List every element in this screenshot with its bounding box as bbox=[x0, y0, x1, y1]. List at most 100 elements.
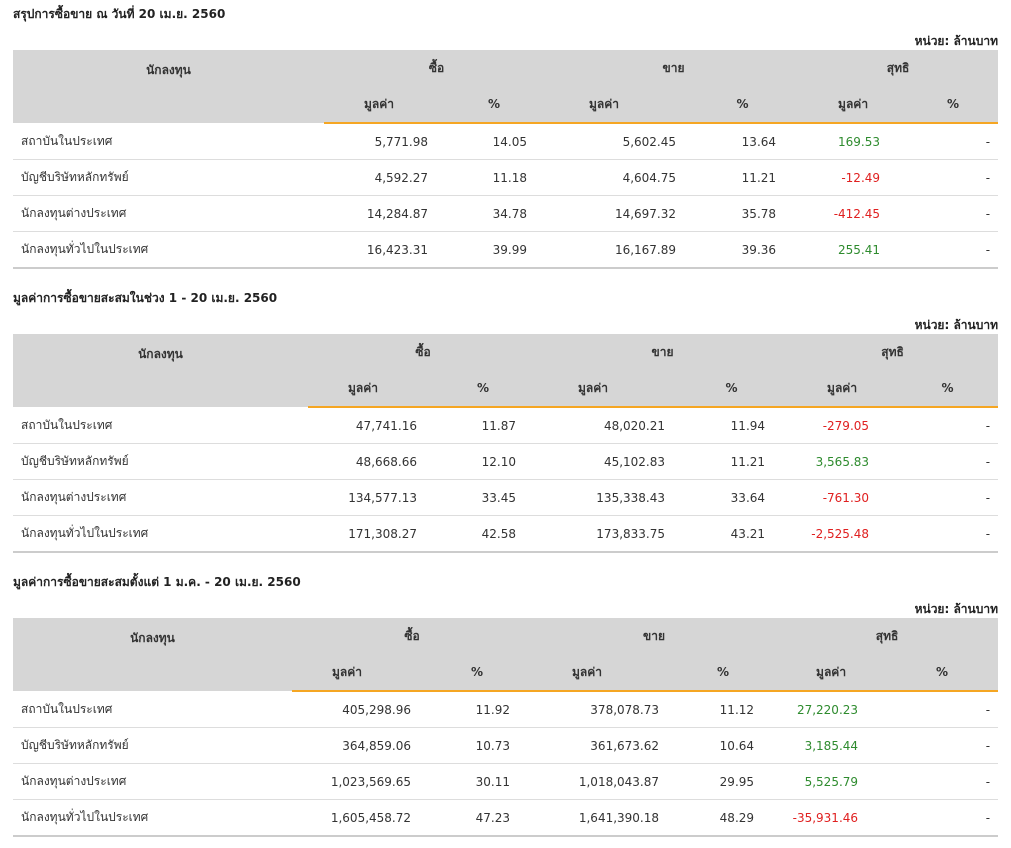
buy-percent: 47.23 bbox=[422, 799, 533, 837]
investor-name: นักลงทุนทั่วไปในประเทศ bbox=[13, 799, 292, 837]
percent-column-header: % bbox=[886, 654, 999, 692]
percent-column-header: % bbox=[687, 86, 799, 124]
sell-percent: 39.36 bbox=[687, 231, 799, 269]
header-row-columns: มูลค่า% มูลค่า% มูลค่า% bbox=[13, 370, 999, 408]
investor-header: นักลงทุน bbox=[13, 334, 308, 407]
buy-percent: 42.58 bbox=[428, 515, 539, 553]
net-value: 3,185.44 bbox=[776, 727, 887, 764]
net-percent: - bbox=[897, 407, 999, 444]
net-percent: - bbox=[908, 195, 999, 232]
sell-value: 5,602.45 bbox=[549, 123, 688, 160]
net-value: -279.05 bbox=[787, 407, 898, 444]
buy-percent: 12.10 bbox=[428, 443, 539, 480]
sell-value: 1,641,390.18 bbox=[532, 799, 671, 837]
section-title: มูลค่าการซื้อขายสะสมในช่วง 1 - 20 เม.ย. … bbox=[13, 291, 278, 305]
percent-column-header: % bbox=[422, 654, 533, 692]
buy-percent: 11.18 bbox=[439, 159, 550, 196]
unit-label: หน่วย: ล้านบาท bbox=[914, 34, 998, 48]
buy-value: 16,423.31 bbox=[324, 231, 439, 269]
buy-value: 171,308.27 bbox=[308, 515, 428, 553]
buy-header: ซื้อ bbox=[292, 618, 533, 654]
sell-value: 378,078.73 bbox=[532, 691, 671, 728]
investor-name: สถาบันในประเทศ bbox=[13, 407, 308, 444]
investor-name: นักลงทุนต่างประเทศ bbox=[13, 763, 292, 800]
buy-value: 5,771.98 bbox=[324, 123, 439, 160]
summary-table: นักลงทุน ซื้อ ขาย สุทธิ มูลค่า% มูลค่า% มูลค่า… bbox=[13, 50, 999, 269]
header-row-groups: นักลงทุน ซื้อ ขาย สุทธิ bbox=[13, 50, 999, 123]
investor-header: นักลงทุน bbox=[13, 50, 324, 123]
investor-name: นักลงทุนทั่วไปในประเทศ bbox=[13, 231, 324, 269]
buy-value: 1,023,569.65 bbox=[292, 763, 422, 800]
percent-column-header: % bbox=[428, 370, 539, 408]
table-row: นักลงทุนต่างประเทศ 1,023,569.65 30.11 1,018… bbox=[13, 763, 999, 800]
sell-header: ขาย bbox=[538, 334, 788, 370]
percent-column-header: % bbox=[908, 86, 999, 124]
percent-column-header: % bbox=[676, 370, 788, 408]
buy-percent: 10.73 bbox=[422, 727, 533, 764]
sell-value: 361,673.62 bbox=[532, 727, 671, 764]
net-value: 255.41 bbox=[798, 231, 909, 269]
value-column-header: มูลค่า bbox=[538, 370, 677, 408]
buy-percent: 11.92 bbox=[422, 691, 533, 728]
sell-percent: 43.21 bbox=[676, 515, 788, 553]
sell-percent: 29.95 bbox=[670, 763, 777, 800]
net-percent: - bbox=[908, 231, 999, 269]
net-percent: - bbox=[908, 123, 999, 160]
value-column-header: มูลค่า bbox=[292, 654, 422, 692]
sell-value: 4,604.75 bbox=[549, 159, 688, 196]
buy-value: 14,284.87 bbox=[324, 195, 439, 232]
net-percent: - bbox=[908, 159, 999, 196]
investor-name: สถาบันในประเทศ bbox=[13, 691, 292, 728]
net-value: 27,220.23 bbox=[776, 691, 887, 728]
table-row: สถาบันในประเทศ 5,771.98 14.05 5,602.45 13.64… bbox=[13, 123, 999, 160]
table-row: นักลงทุนทั่วไปในประเทศ 1,605,458.72 47.23 1… bbox=[13, 799, 999, 837]
sell-value: 135,338.43 bbox=[538, 479, 677, 516]
buy-percent: 30.11 bbox=[422, 763, 533, 800]
buy-percent: 14.05 bbox=[439, 123, 550, 160]
table-row: นักลงทุนต่างประเทศ 14,284.87 34.78 14,697.3… bbox=[13, 195, 999, 232]
sell-value: 14,697.32 bbox=[549, 195, 688, 232]
net-value: 169.53 bbox=[798, 123, 909, 160]
sell-value: 48,020.21 bbox=[538, 407, 677, 444]
buy-value: 48,668.66 bbox=[308, 443, 428, 480]
header-row-groups: นักลงทุน ซื้อ ขาย สุทธิ bbox=[13, 618, 999, 691]
buy-header: ซื้อ bbox=[308, 334, 539, 370]
sell-header: ขาย bbox=[532, 618, 777, 654]
net-value: -35,931.46 bbox=[776, 799, 887, 837]
investor-name: บัญชีบริษัทหลักทรัพย์ bbox=[13, 727, 292, 764]
sell-header: ขาย bbox=[549, 50, 799, 86]
table-row: นักลงทุนต่างประเทศ 134,577.13 33.45 135,338… bbox=[13, 479, 999, 516]
net-value: -12.49 bbox=[798, 159, 909, 196]
table-row: บัญชีบริษัทหลักทรัพย์ 4,592.27 11.18 4,604.… bbox=[13, 159, 999, 196]
buy-header: ซื้อ bbox=[324, 50, 550, 86]
table-row: บัญชีบริษัทหลักทรัพย์ 48,668.66 12.10 45,10… bbox=[13, 443, 999, 480]
section-2: มูลค่าการซื้อขายสะสมในช่วง 1 - 20 เม.ย. … bbox=[13, 289, 999, 559]
sell-percent: 10.64 bbox=[670, 727, 777, 764]
investor-header: นักลงทุน bbox=[13, 618, 292, 691]
value-column-header: มูลค่า bbox=[549, 86, 688, 124]
net-value: 3,565.83 bbox=[787, 443, 898, 480]
investor-name: บัญชีบริษัทหลักทรัพย์ bbox=[13, 443, 308, 480]
investor-name: นักลงทุนต่างประเทศ bbox=[13, 479, 308, 516]
net-percent: - bbox=[897, 479, 999, 516]
buy-value: 1,605,458.72 bbox=[292, 799, 422, 837]
net-percent: - bbox=[886, 691, 999, 728]
sell-percent: 11.94 bbox=[676, 407, 788, 444]
percent-column-header: % bbox=[897, 370, 999, 408]
net-percent: - bbox=[886, 799, 999, 837]
buy-value: 364,859.06 bbox=[292, 727, 422, 764]
value-column-header: มูลค่า bbox=[787, 370, 898, 408]
net-header: สุทธิ bbox=[776, 618, 999, 654]
sell-percent: 11.21 bbox=[676, 443, 788, 480]
value-column-header: มูลค่า bbox=[776, 654, 887, 692]
value-column-header: มูลค่า bbox=[324, 86, 439, 124]
investor-name: สถาบันในประเทศ bbox=[13, 123, 324, 160]
sell-value: 1,018,043.87 bbox=[532, 763, 671, 800]
net-value: -761.30 bbox=[787, 479, 898, 516]
header-row-columns: มูลค่า% มูลค่า% มูลค่า% bbox=[13, 86, 999, 124]
sell-percent: 11.21 bbox=[687, 159, 799, 196]
net-percent: - bbox=[897, 515, 999, 553]
sell-value: 16,167.89 bbox=[549, 231, 688, 269]
sell-percent: 33.64 bbox=[676, 479, 788, 516]
summary-table: นักลงทุน ซื้อ ขาย สุทธิ มูลค่า% มูลค่า% มูลค่า… bbox=[13, 334, 999, 553]
